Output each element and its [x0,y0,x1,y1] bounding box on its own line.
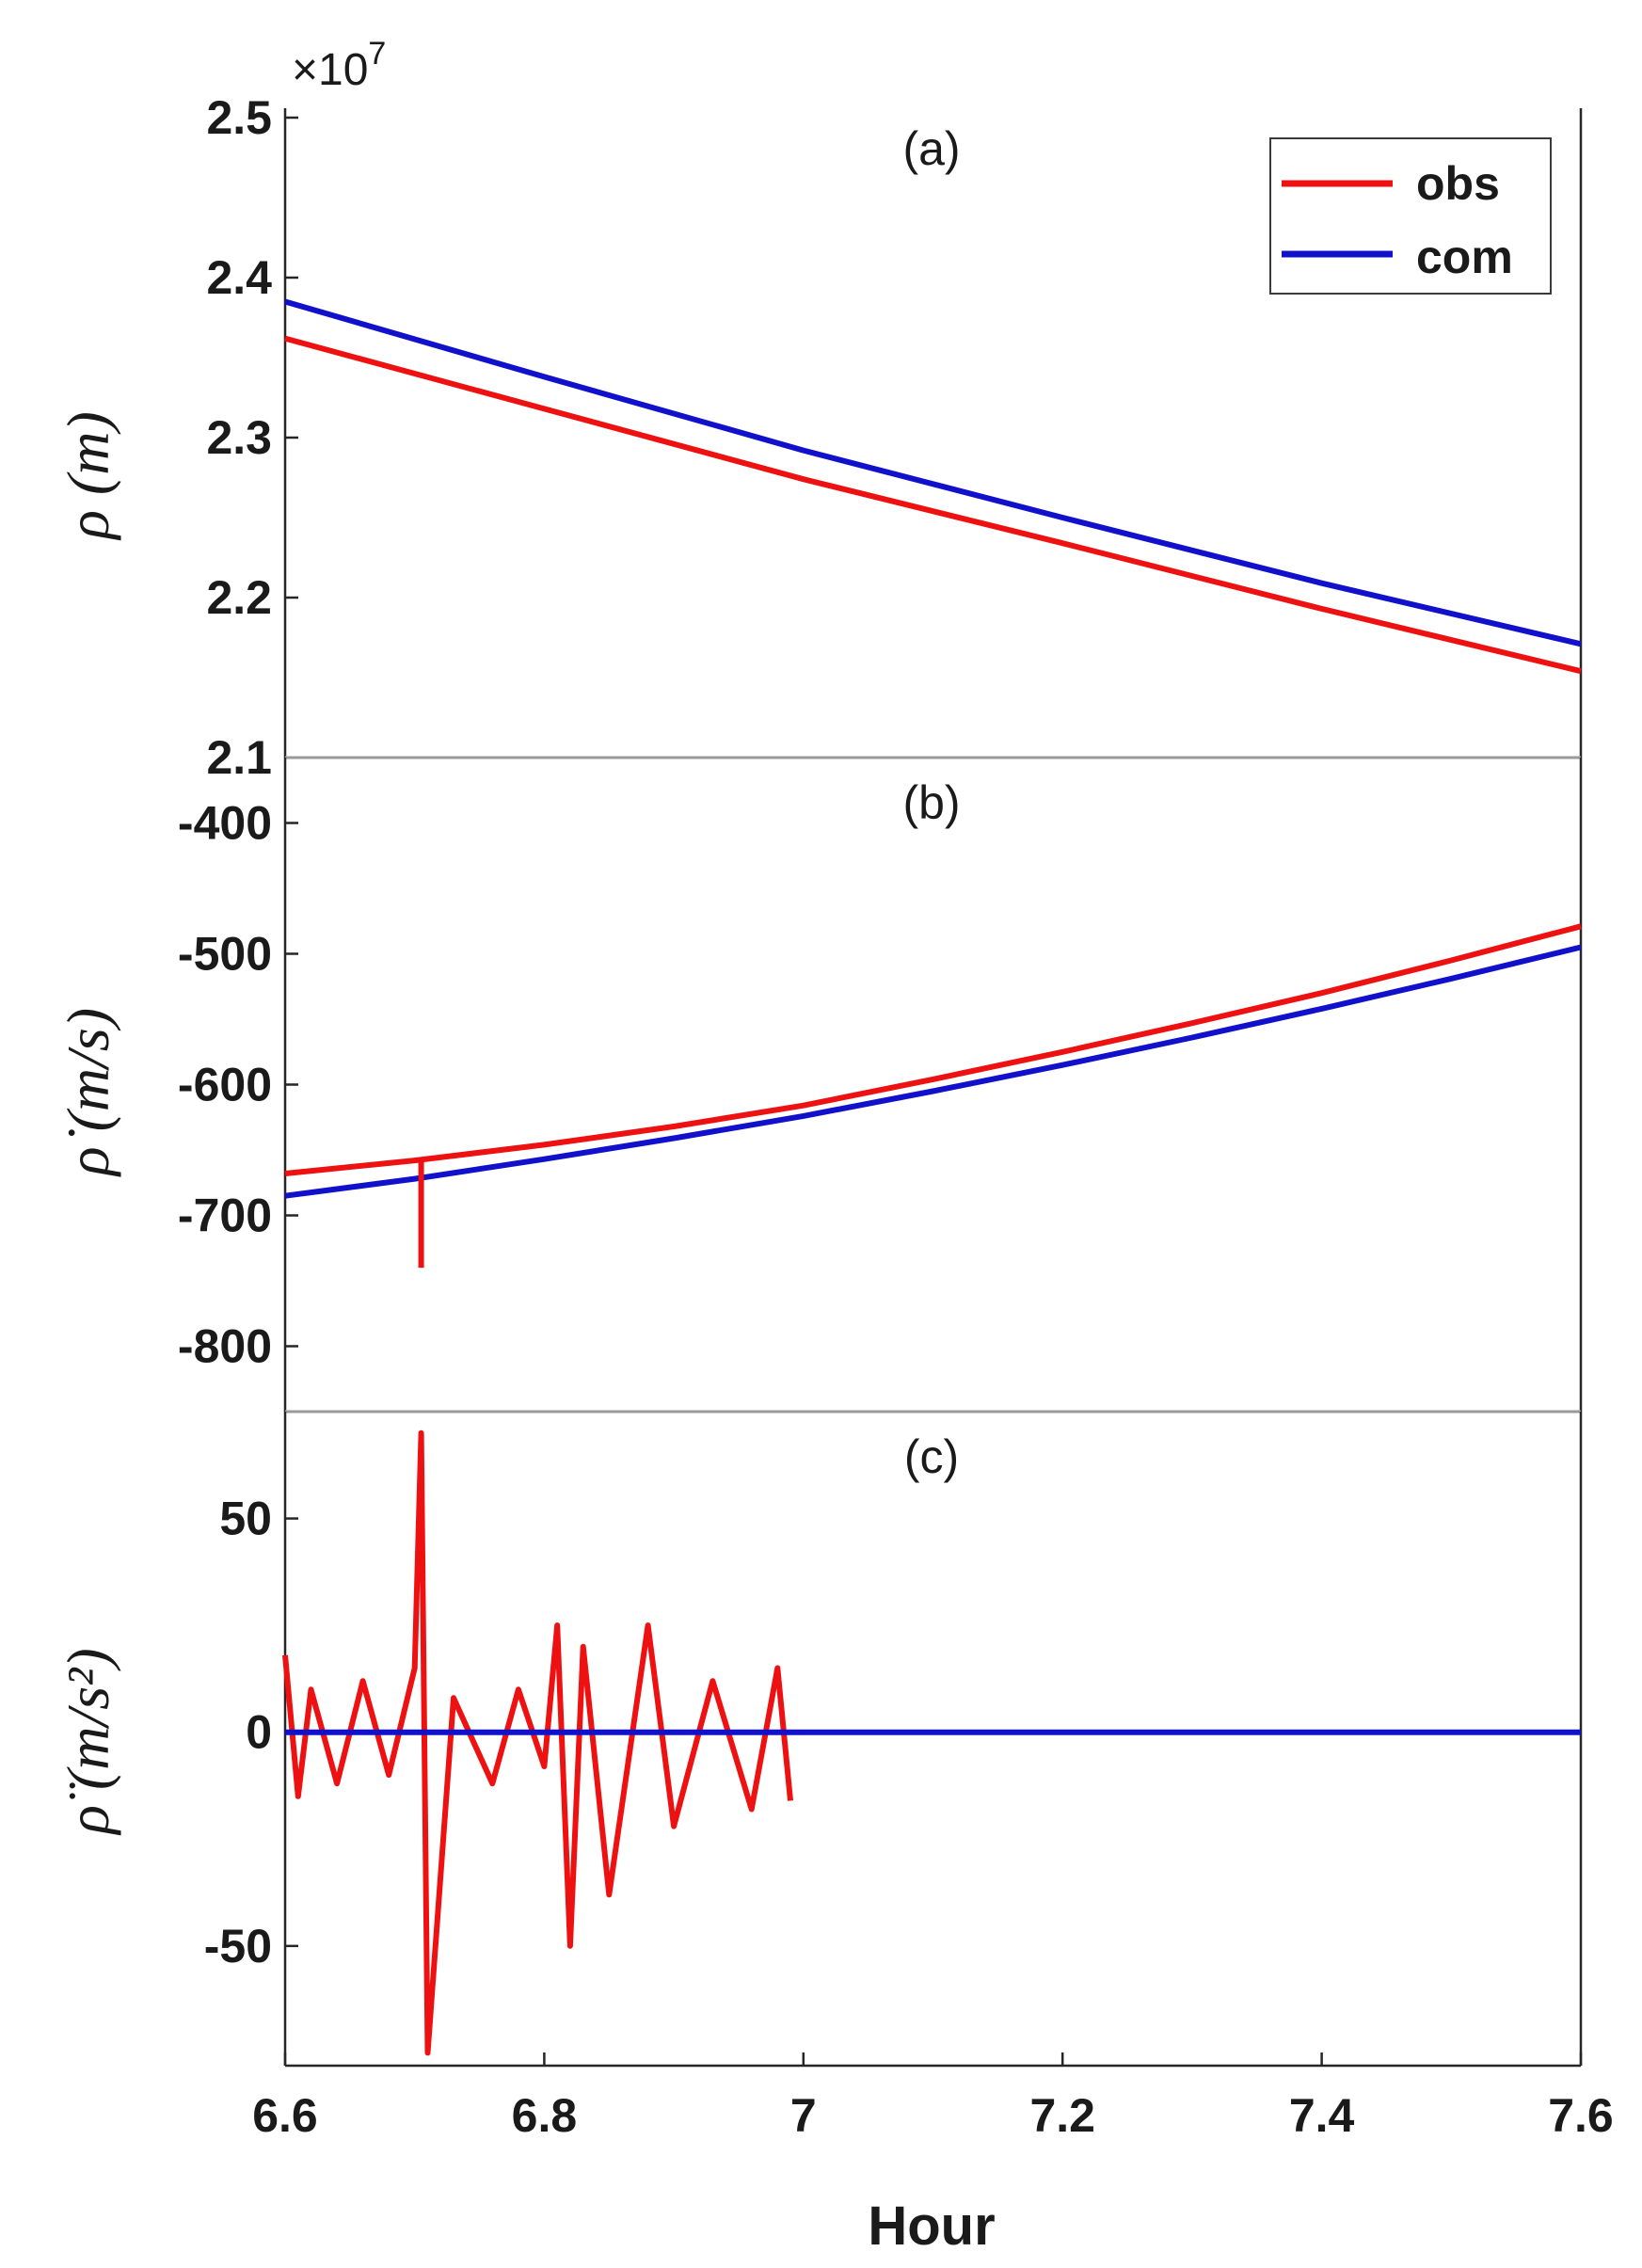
xtick-label: 7.4 [1289,2089,1355,2142]
panel-a-ylabel: ρ (m) [55,411,121,541]
panel-1-series-com [284,298,1582,647]
panel-3-ytick-label: -50 [204,1920,272,1973]
panel-1-ytick-label: 2.5 [206,91,272,144]
xtick-label: 7.6 [1548,2089,1614,2142]
panel-1-ytick-label: 2.4 [206,251,272,304]
xtick-label: 7 [790,2089,817,2142]
panel-3-series-obs [282,1429,793,2056]
panel-2-ytick-label: -600 [178,1059,272,1111]
legend-com-label: com [1416,231,1513,283]
panel-2-ytick-label: -400 [178,797,272,850]
xtick-label: 7.2 [1029,2089,1095,2142]
panel-a-rho: 2.12.22.32.42.5 (a) ×107 ρ (m) obs com [55,36,1583,784]
xtick-label: 6.8 [512,2089,578,2142]
xtick-label: 6.6 [252,2089,318,2142]
panel-b-label: (b) [902,776,960,829]
panel-1-ytick-label: 2.2 [206,571,272,624]
x-axis-label: Hour [868,2196,995,2257]
panel-2-ytick-label: -800 [178,1320,272,1373]
panel-2-ytick-label: -500 [178,928,272,981]
panel-3-ytick-label: 0 [246,1706,272,1759]
panel-b-rho-dot: -800 -700 -600 -500 -400 (b) ρ̇ (m/s) [55,758,1583,1412]
legend-box [1269,137,1552,295]
panel-2-ytick-label: -700 [178,1190,272,1242]
panel-c-ylabel: ρ̈ (m/s²) [55,1648,121,1835]
panel-1-series-obs [284,335,1582,675]
legend: obs com [1269,137,1552,295]
panel-a-label: (a) [902,122,960,175]
panel-c-label: (c) [904,1430,959,1483]
panel-2-series-com [284,944,1582,1199]
panel-c-rho-ddot: -50 0 50 6.6 6.8 7 7.2 7.4 7.6 (c) ρ̈ (m/s²) Ho… [55,1412,1614,2257]
panel-1-ytick-label: 2.1 [206,731,272,784]
legend-obs-label: obs [1416,157,1500,210]
panel-1-ytick-label: 2.3 [206,411,272,464]
panel-3-ytick-label: 50 [219,1493,272,1545]
panel-2-series-obs [284,923,1582,1176]
panel-b-ylabel: ρ̇ (m/s) [55,1008,121,1177]
